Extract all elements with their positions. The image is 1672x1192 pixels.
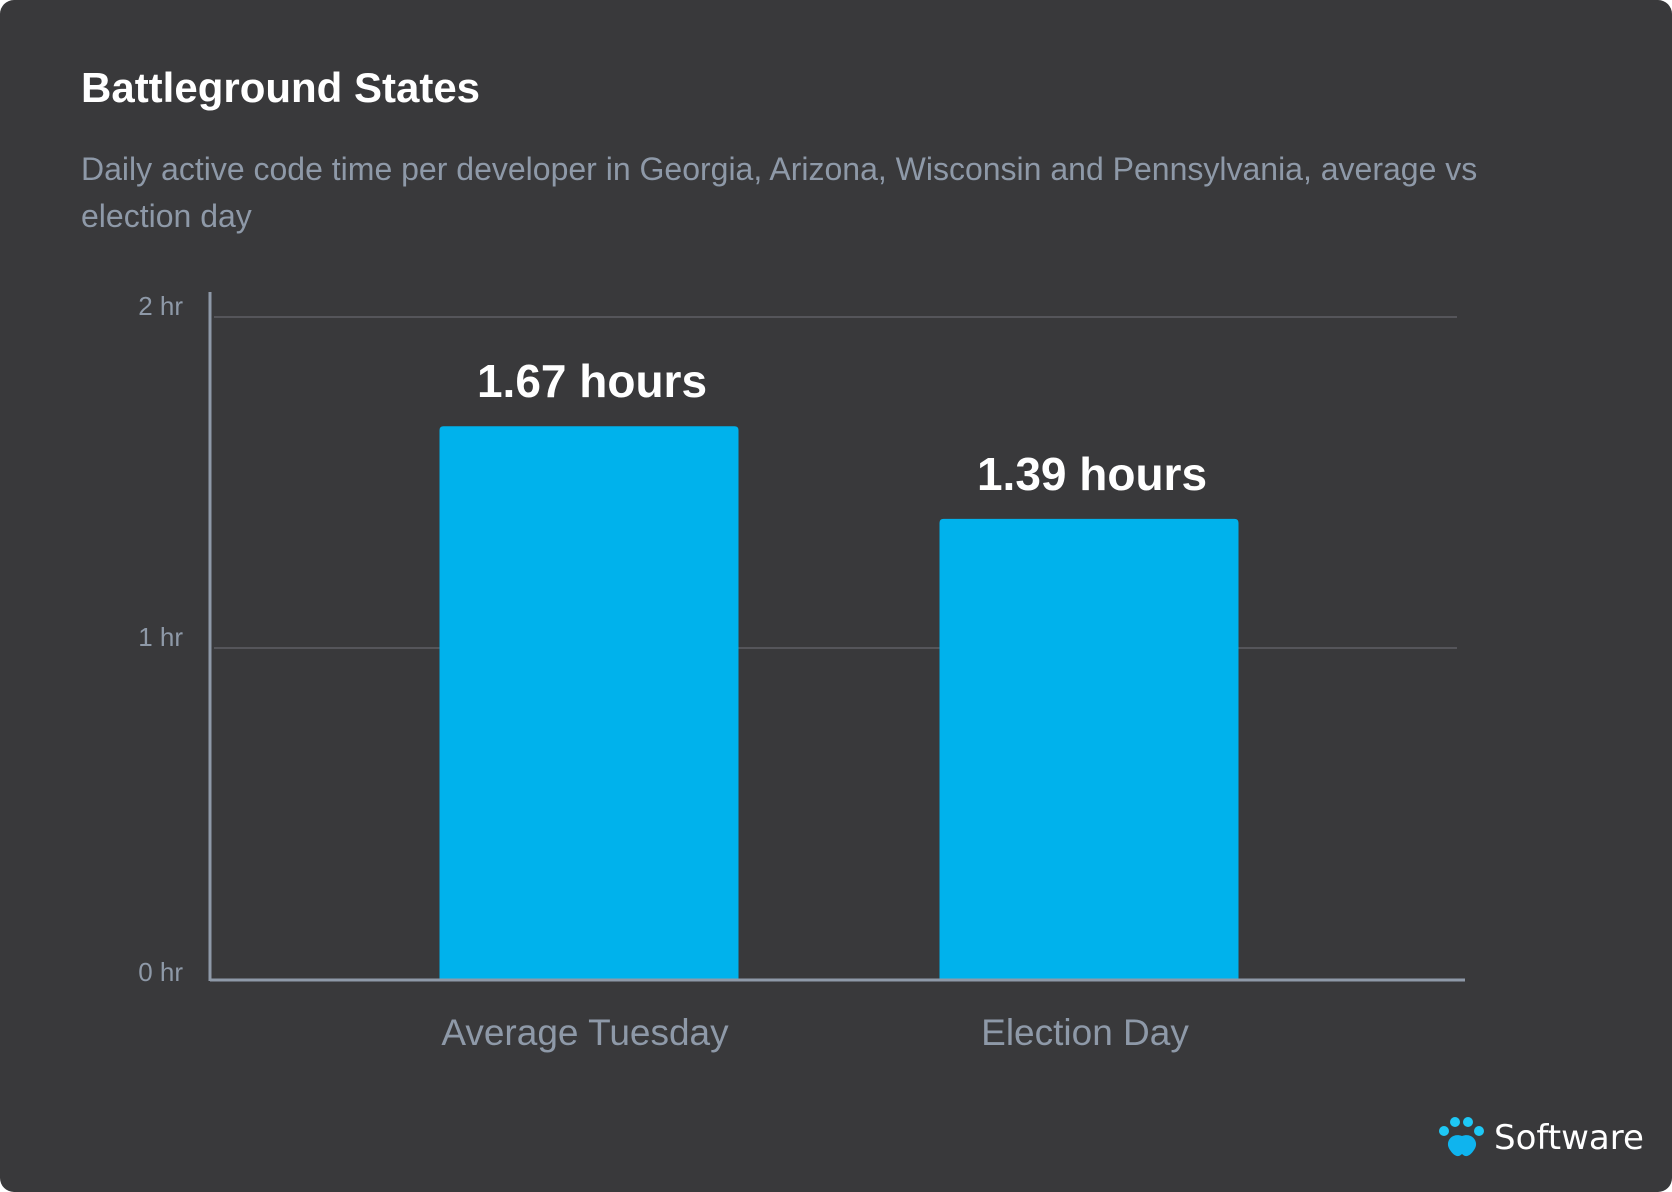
y-tick-label: 2 hr [138, 291, 183, 321]
bar [439, 426, 739, 980]
y-tick-label: 0 hr [138, 957, 183, 987]
data-label: 1.39 hours [977, 448, 1207, 500]
chart-title: Battleground States [81, 64, 481, 111]
y-tick-label: 1 hr [138, 622, 183, 652]
chart-subtitle: Daily active code time per developer in … [81, 151, 1478, 234]
x-tick-label: Election Day [981, 1012, 1189, 1053]
brand-logo: Software [1438, 1116, 1644, 1160]
x-tick-label: Average Tuesday [441, 1012, 729, 1053]
bar [939, 518, 1239, 979]
brand-name: Software [1494, 1118, 1644, 1158]
paw-icon [1439, 1117, 1484, 1157]
data-label: 1.67 hours [477, 355, 707, 407]
